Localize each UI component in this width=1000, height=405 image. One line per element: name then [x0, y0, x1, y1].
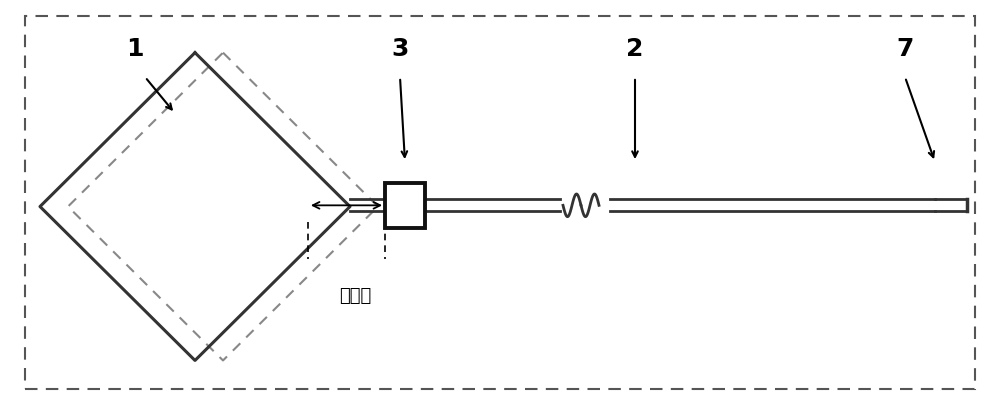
Text: 变形量: 变形量	[339, 287, 371, 305]
Bar	[385, 183, 425, 228]
Text: 2: 2	[626, 36, 644, 61]
Text: 7: 7	[896, 36, 914, 61]
Text: 1: 1	[126, 36, 144, 61]
Text: 3: 3	[391, 36, 409, 61]
